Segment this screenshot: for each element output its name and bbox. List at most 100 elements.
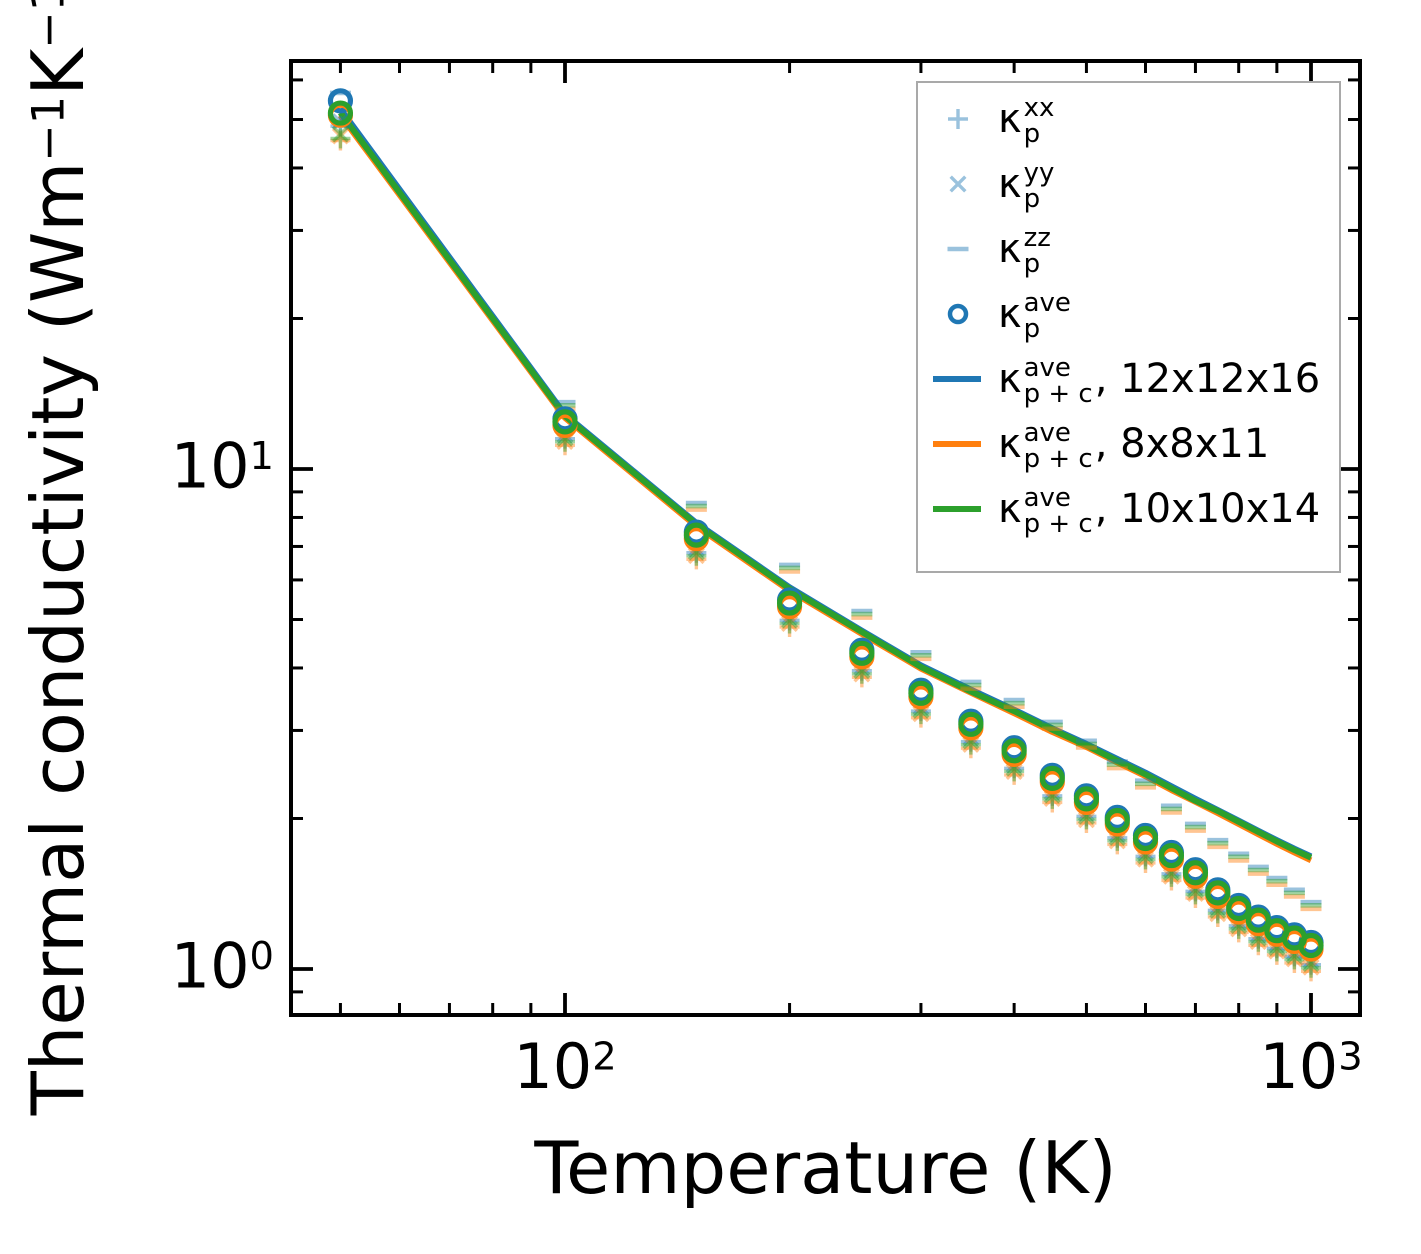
cross-marker <box>1108 832 1126 850</box>
circle-marker <box>1132 825 1159 852</box>
cross-marker <box>1005 762 1023 780</box>
plus-marker <box>1107 834 1128 855</box>
kappa-subscript: p <box>1023 118 1041 149</box>
circle-marker <box>1158 842 1185 869</box>
dash-legend-icon <box>947 246 969 251</box>
y-tick-10-base: 10 <box>170 429 250 503</box>
legend-label: κ zz p <box>998 223 1051 277</box>
kappa-superscript: xx <box>1023 92 1055 123</box>
legend-marker-cell <box>918 161 998 207</box>
kappa-symbol: κ <box>998 160 1022 207</box>
circle-marker <box>683 522 709 548</box>
kappa-scripts: yy p <box>1024 160 1055 212</box>
circle-marker <box>552 409 578 435</box>
x-tick-label-100: 102 <box>455 1030 675 1103</box>
line-kappa_p+c_ave_10x10x14 <box>337 110 1313 861</box>
circle-marker <box>849 640 875 666</box>
x-tick-100-exp: 2 <box>592 1034 617 1080</box>
cross-marker <box>912 705 930 723</box>
x-tick-1000-exp: 3 <box>1338 1034 1363 1080</box>
legend-entry-zz: κ zz p <box>918 216 1339 281</box>
circle-marker <box>1039 765 1065 791</box>
plus-marker <box>330 128 351 149</box>
cross-marker <box>1209 905 1227 923</box>
plus-marker <box>1004 764 1025 785</box>
legend-marker-cell <box>918 96 998 142</box>
plus-marker <box>960 738 981 759</box>
plus-marker <box>1135 852 1156 873</box>
cross-marker <box>687 547 705 565</box>
legend-entry-yy: κ yy p <box>918 151 1339 216</box>
y-tick-label-10: 101 <box>64 430 274 503</box>
plus-marker <box>779 616 800 637</box>
line-legend-icon <box>933 375 981 382</box>
kappa-symbol: κ <box>998 485 1022 532</box>
y-tick-label-1: 100 <box>64 930 274 1003</box>
legend-entry-xx: κ xx p <box>918 86 1339 151</box>
circle-marker <box>327 88 354 114</box>
legend-label: κ ave p + c, 12x12x16 <box>998 353 1320 407</box>
cross-marker <box>331 127 349 145</box>
kappa-scripts: ave p + c <box>1024 355 1093 407</box>
legend-marker-cell <box>918 356 998 402</box>
y-tick-1-base: 10 <box>170 929 250 1003</box>
kappa-superscript: ave <box>1023 352 1071 383</box>
plus-marker <box>948 108 968 129</box>
cross-marker <box>1302 958 1320 976</box>
kappa-scripts: zz p <box>1024 225 1051 277</box>
kappa-scripts: ave p + c <box>1024 485 1093 537</box>
kappa-scripts: ave p <box>1024 290 1071 342</box>
plus-marker <box>1042 792 1063 813</box>
legend-label: κ ave p <box>998 288 1071 342</box>
kappa-subscript: p + c <box>1023 508 1093 539</box>
line-legend-icon <box>933 440 981 447</box>
circle-marker <box>1205 880 1231 906</box>
legend-label: κ ave p + c, 10x10x14 <box>998 483 1320 537</box>
circle-marker <box>958 711 984 737</box>
kappa-superscript: ave <box>1023 417 1071 448</box>
circle-marker <box>1245 907 1271 933</box>
circle-marker <box>776 590 803 616</box>
y-axis-label-mid: K <box>16 48 100 96</box>
plus-marker <box>686 549 707 570</box>
circle-marker <box>1001 738 1027 764</box>
plus-marker <box>1228 922 1249 943</box>
cross-marker <box>781 615 799 633</box>
plus-marker <box>1076 812 1097 833</box>
kappa-superscript: ave <box>1023 287 1071 318</box>
plus-marker <box>1301 961 1321 982</box>
kappa-subscript: p + c <box>1023 378 1093 409</box>
circle-marker <box>1182 860 1209 886</box>
kappa-symbol: κ <box>998 290 1022 337</box>
kappa-scripts: ave p + c <box>1024 420 1093 472</box>
x-tick-label-1000: 103 <box>1201 1030 1421 1103</box>
cross-marker <box>853 665 871 683</box>
kappa-subscript: p <box>1023 313 1041 344</box>
axes-frame <box>289 59 1362 1017</box>
circle-marker <box>947 303 969 324</box>
cross-marker <box>1285 950 1303 968</box>
legend-grid-size: , 8x8x11 <box>1094 420 1270 467</box>
legend-entry-ave-8x8x11: κ ave p + c, 8x8x11 <box>918 411 1339 476</box>
kappa-subscript: p <box>1023 248 1041 279</box>
cross-marker <box>1249 933 1267 951</box>
legend-entry-ave-10x10x14: κ ave p + c, 10x10x14 <box>918 476 1339 541</box>
plus-marker <box>851 667 872 688</box>
x-axis-label: Temperature (K) <box>534 1126 1117 1210</box>
cross-marker <box>1043 790 1061 808</box>
plus-marker <box>1161 870 1182 891</box>
legend-entry-ave: κ ave p <box>918 281 1339 346</box>
kappa-superscript: zz <box>1023 222 1051 253</box>
kappa-symbol: κ <box>998 95 1022 142</box>
cross-marker <box>331 125 349 143</box>
legend-marker-cell <box>918 486 998 532</box>
circle-marker <box>327 100 354 126</box>
plus-marker <box>1248 935 1269 956</box>
tick-marks <box>291 61 1360 1015</box>
y-axis-label-sup2: −1 <box>22 0 75 49</box>
circle-marker <box>1073 786 1100 812</box>
cross-marker <box>1268 942 1286 960</box>
cross-marker <box>1077 811 1095 829</box>
